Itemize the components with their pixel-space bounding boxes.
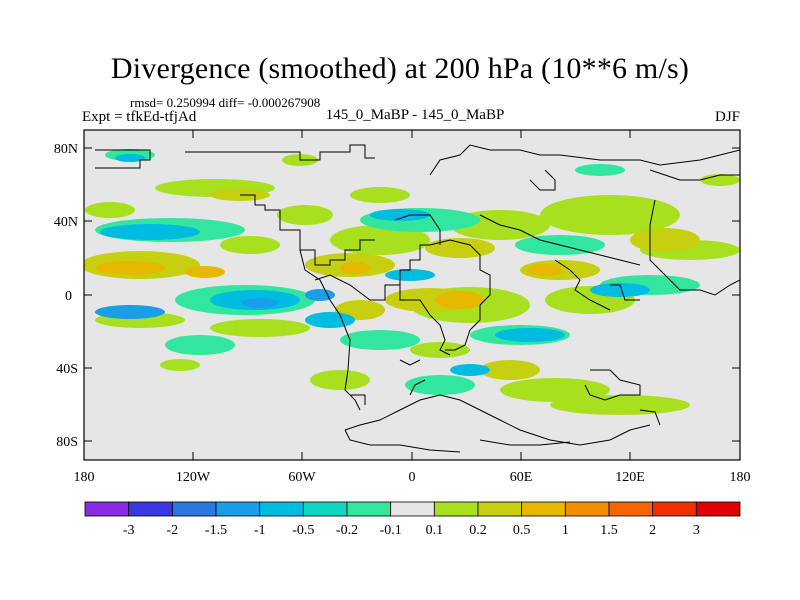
colorbar-label: -1.5 [205, 523, 227, 538]
x-axis-ticks [83, 130, 741, 460]
colorbar-swatch [652, 501, 697, 517]
x-tick-label: 120W [176, 470, 211, 485]
colorbar-label: -0.2 [336, 523, 358, 538]
colorbar-swatch [521, 501, 566, 517]
x-tick-label: 120E [615, 470, 645, 485]
colorbar-label: -2 [166, 523, 178, 538]
colorbar-swatch [346, 501, 392, 517]
y-tick-label: 0 [65, 289, 72, 304]
y-axis-ticks [84, 147, 740, 442]
coastlines [95, 144, 740, 453]
case-label: 145_0_MaBP - 145_0_MaBP [325, 107, 505, 123]
colorbar-swatch [695, 501, 741, 517]
colorbar-label: 3 [693, 523, 700, 538]
positive-strong-regions [95, 261, 563, 309]
positive-weak-regions [85, 154, 740, 415]
x-tick-label: 60E [510, 470, 533, 485]
colorbar-label: -1 [254, 523, 266, 538]
colorbar-label: 0.1 [426, 523, 444, 538]
colorbar-label: 1 [562, 523, 569, 538]
divergence-field [84, 149, 740, 415]
colorbar-swatch [608, 501, 654, 517]
colorbar-swatch [564, 501, 610, 517]
colorbar-swatch [477, 501, 523, 517]
colorbar: -3 -2 -1.5 -1 -0.5 -0.2 -0.1 0.1 0.2 0.5 1 1.5 2 3 [84, 501, 741, 538]
colorbar-label: 2 [649, 523, 656, 538]
colorbar-swatch [128, 501, 173, 517]
negative-strong-regions [95, 289, 335, 319]
x-tick-label: 0 [409, 470, 416, 485]
y-tick-label: 80S [56, 435, 78, 450]
colorbar-swatch [259, 501, 304, 517]
colorbar-swatch [302, 501, 348, 517]
colorbar-swatch [433, 501, 479, 517]
colorbar-label: 0.2 [469, 523, 487, 538]
x-tick-label: 180 [730, 470, 751, 485]
colorbar-label: 0.5 [513, 523, 531, 538]
negative-mid-regions [100, 154, 650, 376]
y-tick-label: 40N [54, 215, 78, 230]
colorbar-swatch [215, 501, 261, 517]
season-label: DJF [714, 109, 740, 125]
colorbar-label: -0.1 [380, 523, 402, 538]
y-tick-label: 80N [54, 142, 78, 157]
colorbar-label: 1.5 [600, 523, 618, 538]
colorbar-swatch [390, 501, 435, 517]
x-tick-label: 180 [74, 470, 95, 485]
plot-title: Divergence (smoothed) at 200 hPa (10**6 … [110, 52, 690, 85]
colorbar-swatch [84, 501, 130, 517]
experiment-label: Expt = tfkEd-tfjAd [82, 109, 197, 125]
colorbar-label: -3 [123, 523, 135, 538]
colorbar-swatch [171, 501, 217, 517]
stats-line: rmsd= 0.250994 diff= -0.000267908 [130, 95, 321, 110]
colorbar-label: -0.5 [292, 523, 314, 538]
x-tick-label: 60W [288, 470, 316, 485]
y-tick-label: 40S [56, 362, 78, 377]
